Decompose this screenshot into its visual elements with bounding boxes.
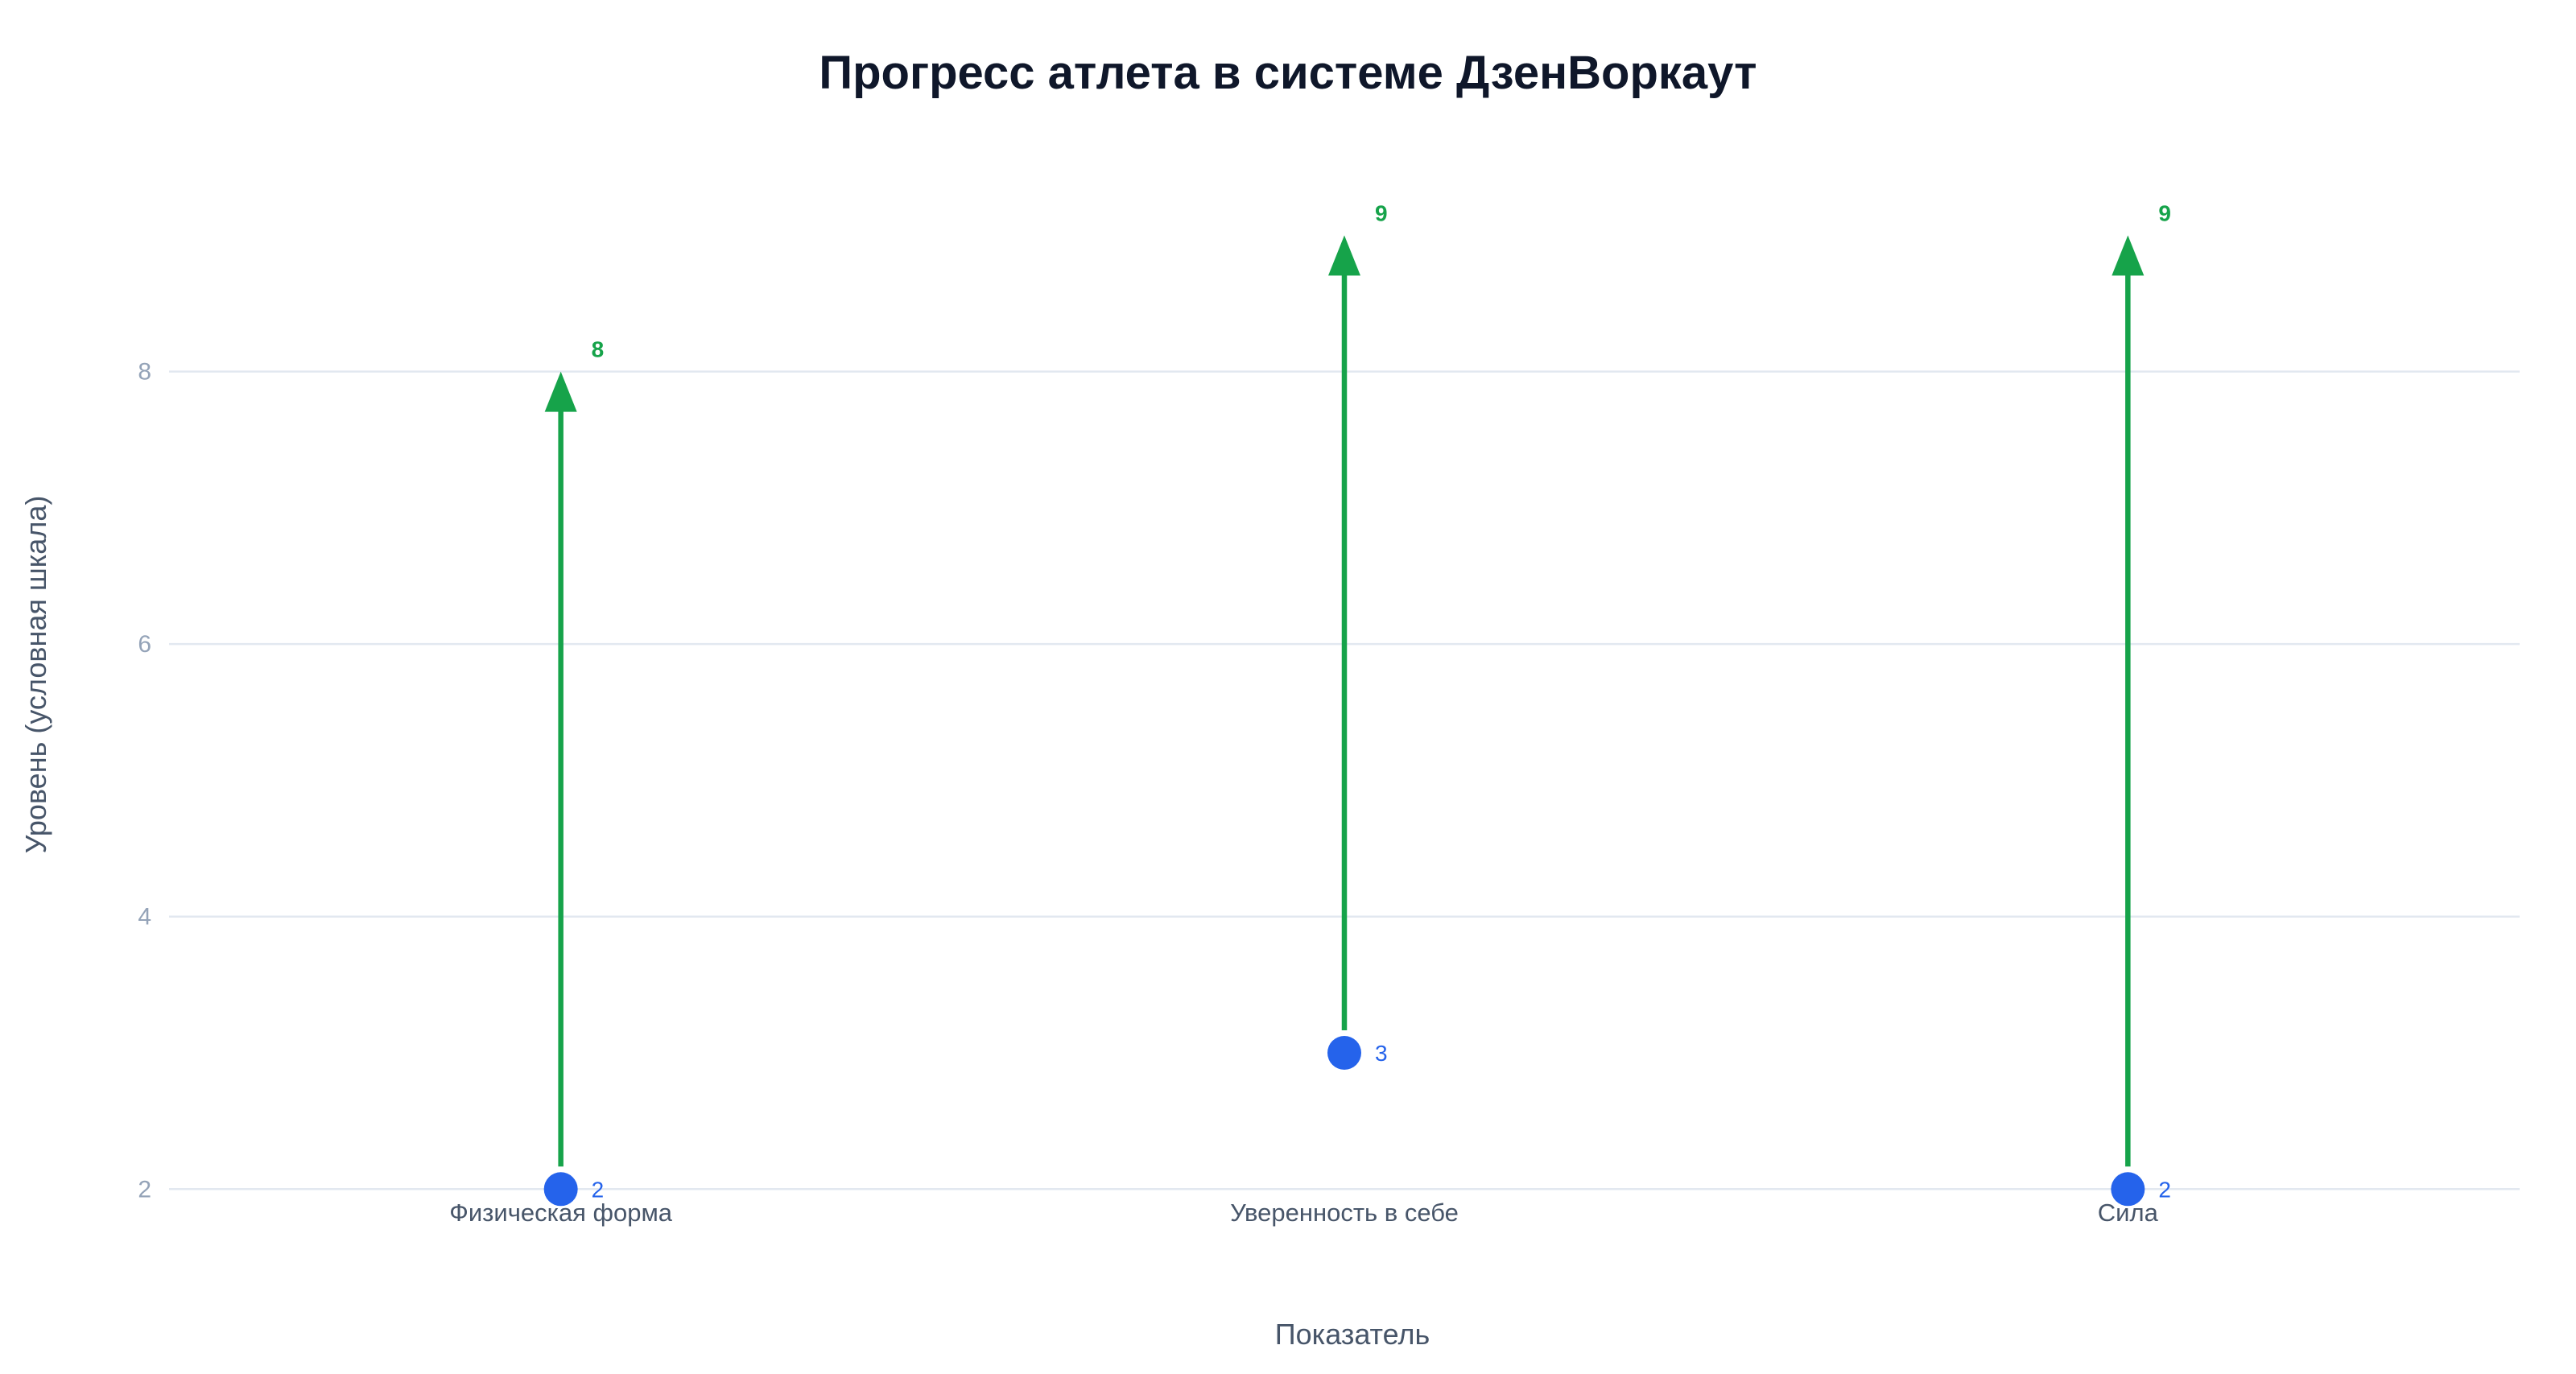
end-value-label: 9: [2158, 200, 2171, 225]
x-tick-label: Уверенность в себе: [1230, 1199, 1459, 1227]
arrow-head: [1328, 235, 1360, 276]
arrow-head: [544, 371, 577, 412]
start-value-label: 3: [1375, 1041, 1388, 1066]
y-tick-label: 2: [138, 1176, 151, 1203]
end-value-label: 8: [592, 337, 605, 362]
end-value-label: 9: [1375, 200, 1388, 225]
data-marks: 2 8 3 9 2 9: [543, 200, 2171, 1207]
arrow-head: [2112, 235, 2145, 276]
y-axis-ticks: 2 4 6 8: [138, 359, 151, 1203]
y-tick-label: 4: [138, 904, 151, 930]
y-axis-title: Уровень (условная шкала): [19, 496, 52, 854]
start-point: [2111, 1172, 2145, 1207]
start-point: [543, 1172, 578, 1207]
y-tick-label: 6: [138, 631, 151, 658]
x-axis-title: Показатель: [1275, 1318, 1430, 1351]
start-point: [1327, 1036, 1361, 1071]
x-axis-ticks: Физическая форма Уверенность в себе Сила: [449, 1199, 2158, 1227]
start-value-label: 2: [592, 1177, 605, 1202]
y-tick-label: 8: [138, 359, 151, 386]
chart-title: Прогресс атлета в системе ДзенВоркаут: [819, 47, 1757, 99]
start-value-label: 2: [2158, 1177, 2171, 1202]
